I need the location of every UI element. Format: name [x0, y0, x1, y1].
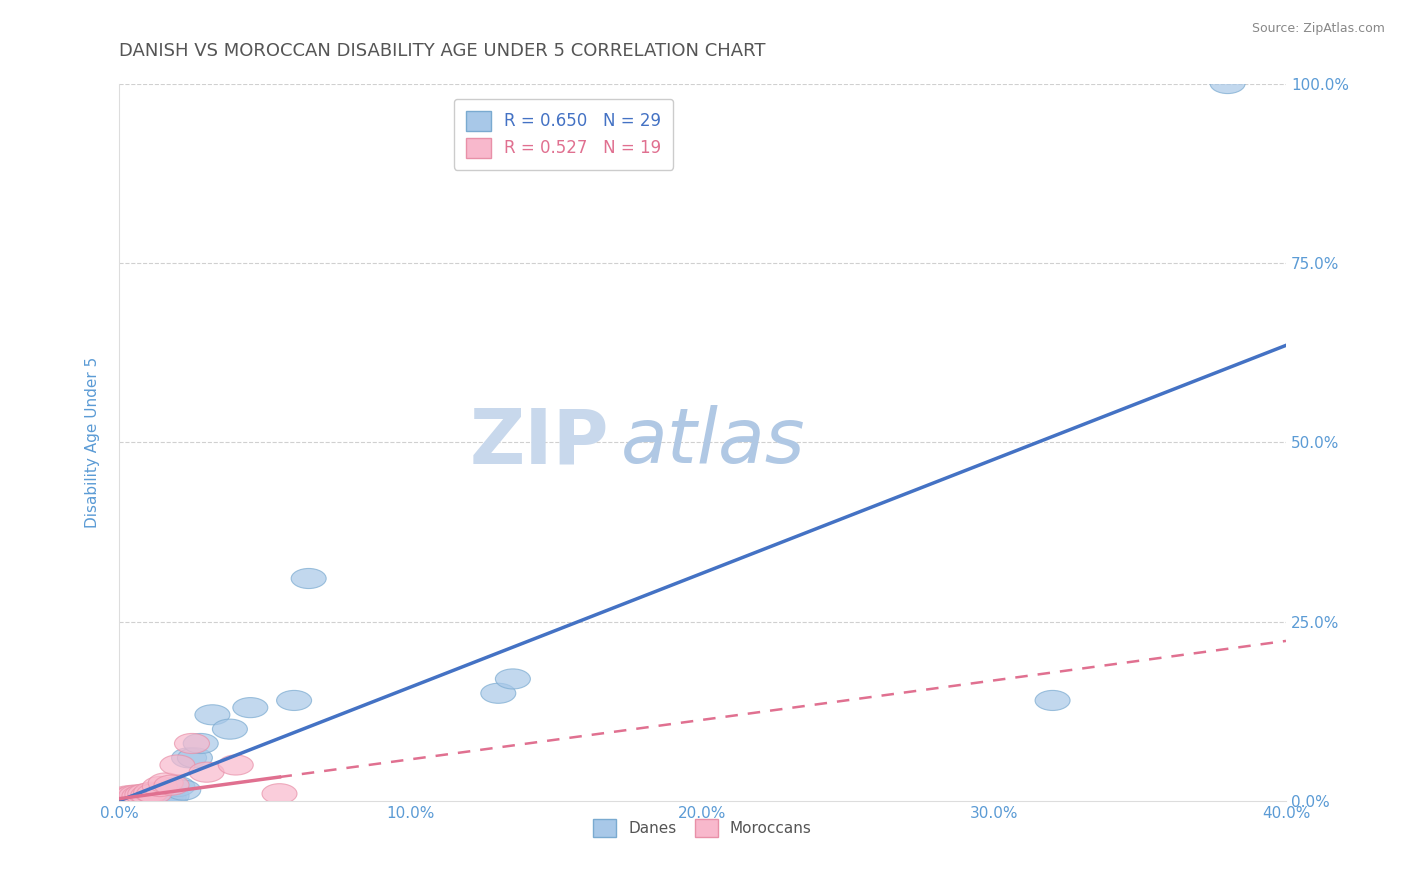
Ellipse shape: [148, 786, 183, 805]
Ellipse shape: [131, 788, 166, 807]
Ellipse shape: [495, 669, 530, 689]
Ellipse shape: [218, 755, 253, 775]
Ellipse shape: [277, 690, 312, 711]
Ellipse shape: [166, 780, 201, 800]
Ellipse shape: [145, 787, 180, 806]
Ellipse shape: [139, 787, 174, 806]
Text: Source: ZipAtlas.com: Source: ZipAtlas.com: [1251, 22, 1385, 36]
Ellipse shape: [148, 772, 183, 793]
Ellipse shape: [262, 784, 297, 804]
Ellipse shape: [128, 784, 163, 804]
Text: DANISH VS MOROCCAN DISABILITY AGE UNDER 5 CORRELATION CHART: DANISH VS MOROCCAN DISABILITY AGE UNDER …: [120, 42, 765, 60]
Ellipse shape: [114, 787, 148, 806]
Ellipse shape: [1035, 690, 1070, 711]
Ellipse shape: [136, 784, 172, 804]
Ellipse shape: [128, 788, 163, 808]
Ellipse shape: [125, 788, 160, 807]
Ellipse shape: [160, 755, 195, 775]
Ellipse shape: [142, 777, 177, 797]
Ellipse shape: [117, 785, 150, 805]
Ellipse shape: [142, 788, 177, 807]
Ellipse shape: [177, 747, 212, 768]
Ellipse shape: [136, 788, 172, 808]
Ellipse shape: [120, 789, 155, 809]
Ellipse shape: [1211, 73, 1246, 94]
Ellipse shape: [291, 568, 326, 589]
Ellipse shape: [481, 683, 516, 703]
Ellipse shape: [150, 788, 186, 807]
Y-axis label: Disability Age Under 5: Disability Age Under 5: [86, 357, 100, 528]
Ellipse shape: [233, 698, 267, 718]
Ellipse shape: [110, 786, 145, 805]
Ellipse shape: [122, 788, 157, 808]
Ellipse shape: [134, 782, 169, 802]
Ellipse shape: [114, 789, 148, 809]
Ellipse shape: [134, 788, 169, 807]
Ellipse shape: [212, 719, 247, 739]
Ellipse shape: [188, 762, 224, 782]
Ellipse shape: [174, 733, 209, 754]
Ellipse shape: [125, 784, 160, 805]
Ellipse shape: [172, 747, 207, 768]
Legend: Danes, Moroccans: Danes, Moroccans: [588, 813, 818, 844]
Ellipse shape: [160, 777, 195, 797]
Text: atlas: atlas: [621, 405, 806, 479]
Ellipse shape: [155, 786, 188, 805]
Text: ZIP: ZIP: [470, 405, 609, 479]
Ellipse shape: [183, 733, 218, 754]
Ellipse shape: [117, 788, 150, 808]
Ellipse shape: [120, 785, 155, 805]
Ellipse shape: [122, 786, 157, 805]
Ellipse shape: [195, 705, 231, 725]
Ellipse shape: [155, 775, 188, 795]
Ellipse shape: [107, 788, 142, 807]
Ellipse shape: [131, 785, 166, 805]
